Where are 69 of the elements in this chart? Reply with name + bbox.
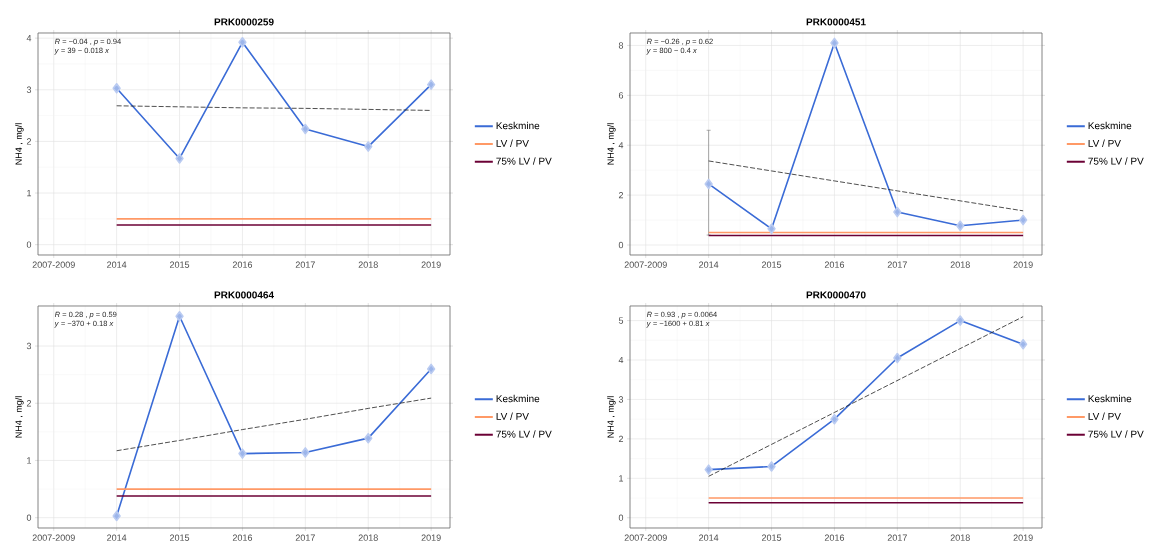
- legend-label: LV / PV: [496, 412, 529, 420]
- legend-label: 75% LV / PV: [1088, 430, 1144, 438]
- y-tick-label: 3: [618, 396, 624, 403]
- legend-label: Keskmine: [1088, 394, 1132, 403]
- legend-label: 75% LV / PV: [496, 430, 552, 438]
- x-tick-label: 2007-2009: [624, 534, 667, 541]
- x-tick-label: 2014: [107, 534, 127, 541]
- y-tick-label: 5: [618, 317, 624, 324]
- x-tick-label: 2017: [295, 261, 315, 268]
- y-axis-title: NH4 , mg/l: [15, 396, 24, 438]
- y-tick-label: 0: [26, 241, 32, 248]
- x-tick-label: 2015: [169, 534, 190, 541]
- x-tick-label: 2016: [232, 261, 253, 268]
- legend-label: Keskmine: [1088, 121, 1132, 130]
- x-tick-label: 2018: [358, 534, 378, 541]
- x-tick-label: 2007-2009: [624, 261, 667, 268]
- y-tick-label: 0: [618, 241, 624, 249]
- x-tick-label: 2015: [761, 261, 782, 268]
- x-tick-label: 2015: [761, 534, 782, 541]
- chart-title: PRK0000259: [214, 18, 274, 26]
- legend-label: Keskmine: [496, 121, 540, 130]
- x-tick-label: 2019: [1013, 534, 1033, 541]
- y-tick-label: 1: [27, 457, 32, 464]
- x-tick-label: 2018: [950, 534, 970, 541]
- x-tick-label: 2016: [824, 534, 845, 541]
- x-tick-label: 2016: [824, 261, 845, 268]
- y-tick-label: 0: [618, 514, 624, 521]
- y-tick-label: 3: [26, 342, 32, 350]
- y-tick-label: 3: [26, 86, 32, 93]
- legend-label: Keskmine: [496, 394, 540, 403]
- x-tick-label: 2015: [169, 261, 190, 268]
- x-tick-label: 2017: [887, 534, 907, 541]
- y-axis-title: NH4 , mg/l: [15, 123, 24, 165]
- chart-title: PRK0000470: [806, 291, 866, 299]
- y-tick-label: 2: [618, 191, 624, 199]
- y-tick-label: 8: [618, 42, 624, 49]
- x-tick-label: 2019: [421, 261, 441, 268]
- y-tick-label: 4: [618, 356, 624, 364]
- y-tick-label: 0: [26, 514, 32, 521]
- y-tick-label: 6: [618, 92, 624, 99]
- y-axis-title: NH4 , mg/l: [607, 123, 616, 165]
- x-tick-label: 2014: [699, 261, 719, 268]
- x-tick-label: 2016: [232, 534, 253, 541]
- chart-title: PRK0000451: [806, 18, 866, 26]
- legend-label: 75% LV / PV: [496, 157, 552, 165]
- chart-title: PRK0000464: [214, 291, 274, 299]
- x-tick-label: 2007-2009: [32, 261, 75, 268]
- x-tick-label: 2019: [421, 534, 441, 541]
- x-tick-label: 2017: [887, 261, 907, 268]
- x-tick-label: 2017: [295, 534, 315, 541]
- y-tick-label: 4: [26, 35, 32, 42]
- x-tick-label: 2014: [107, 261, 127, 268]
- y-tick-label: 2: [26, 400, 32, 407]
- legend-label: LV / PV: [1088, 412, 1121, 420]
- y-tick-label: 2: [26, 138, 32, 145]
- x-tick-label: 2018: [950, 261, 970, 268]
- x-tick-label: 2019: [1013, 261, 1033, 268]
- y-tick-label: 1: [27, 189, 32, 197]
- y-axis-title: NH4 , mg/l: [607, 396, 616, 438]
- y-tick-label: 4: [618, 142, 624, 149]
- line-series: [116, 397, 432, 452]
- x-tick-label: 2014: [699, 534, 719, 541]
- x-tick-label: 2018: [358, 261, 378, 268]
- x-tick-label: 2007-2009: [32, 534, 75, 541]
- y-tick-label: 1: [619, 475, 624, 482]
- legend-label: LV / PV: [1088, 139, 1121, 147]
- legend-label: LV / PV: [496, 139, 529, 147]
- legend-label: 75% LV / PV: [1088, 157, 1144, 165]
- y-tick-label: 2: [618, 435, 624, 443]
